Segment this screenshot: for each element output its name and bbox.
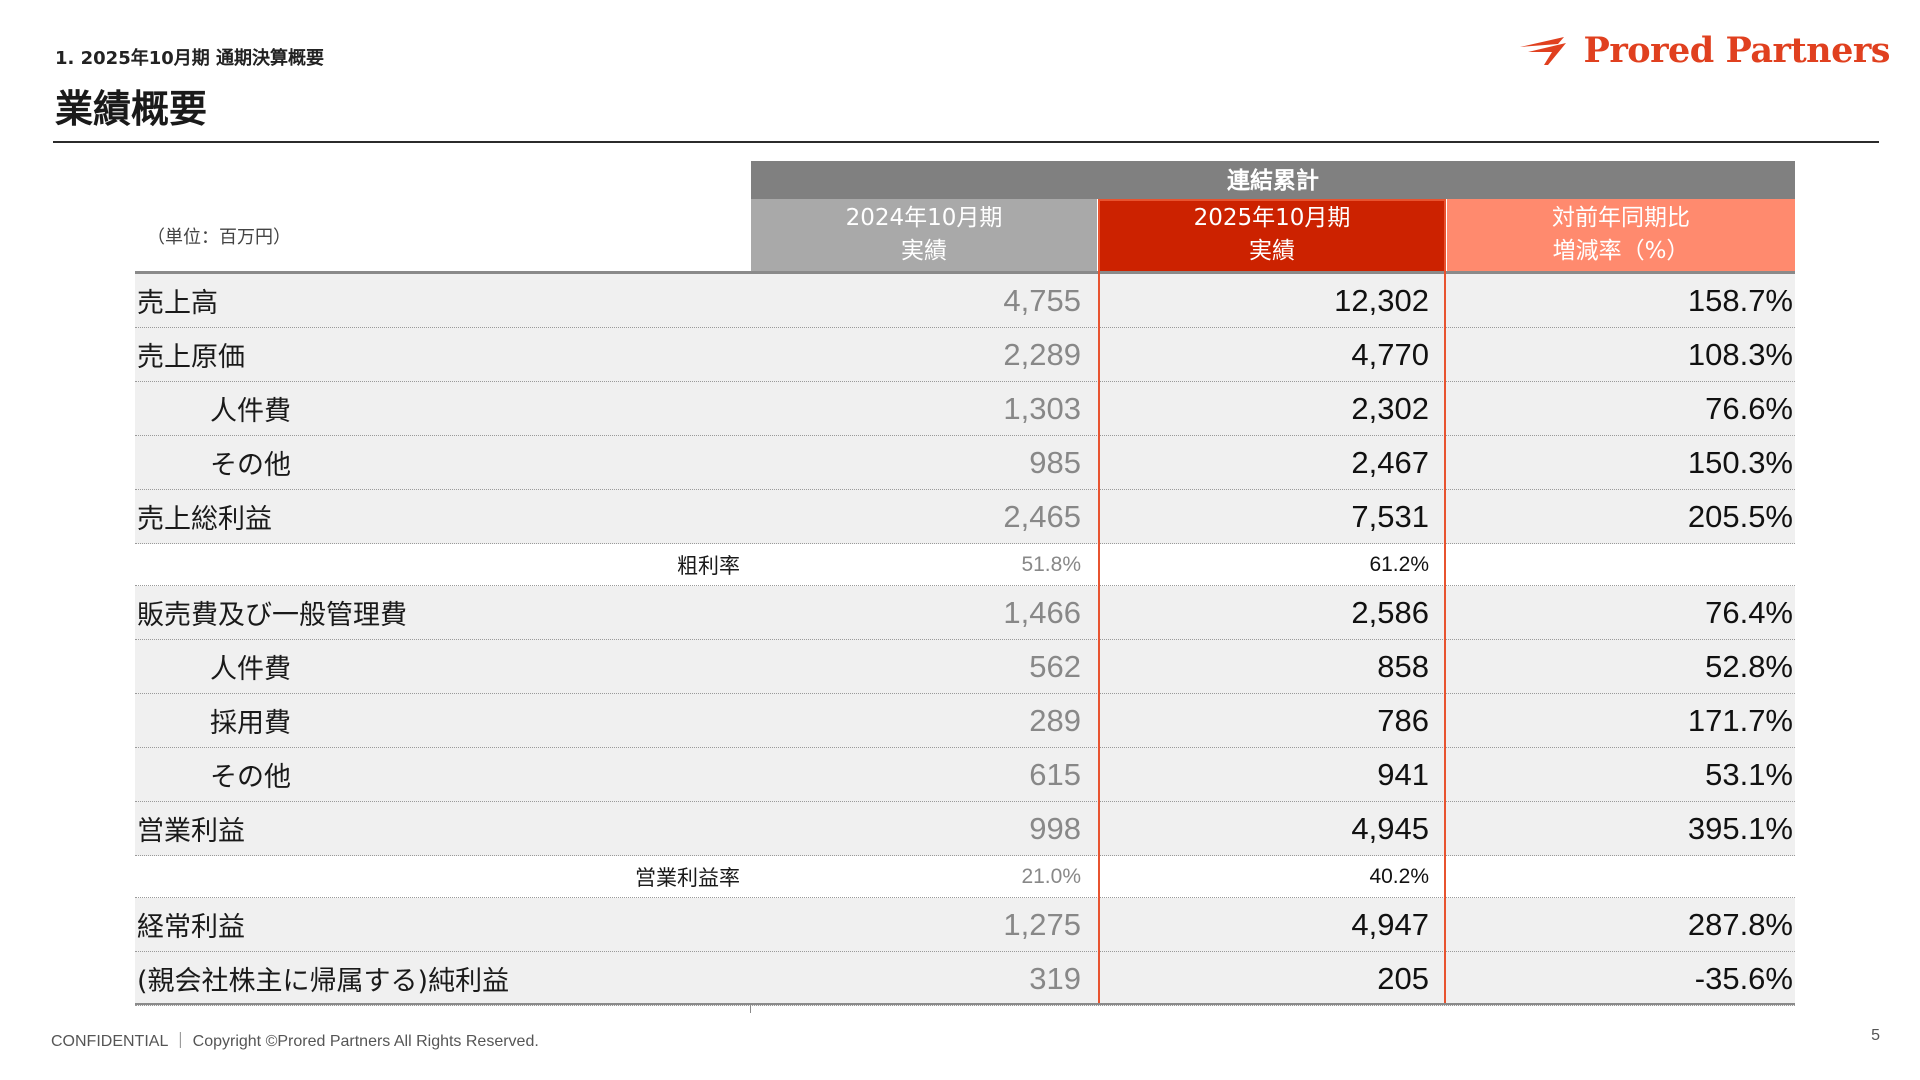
table-row: 人件費 1,303 2,302 76.6% [135, 382, 1795, 436]
row-label: 粗利率 [677, 553, 740, 578]
value-prev: 1,466 [1003, 594, 1081, 630]
group-header: 連結累計 [751, 161, 1795, 199]
row-label: その他 [210, 762, 291, 793]
value-prev: 4,755 [1003, 282, 1081, 318]
value-prev: 1,303 [1003, 390, 1081, 426]
table-row: 売上原価 2,289 4,770 108.3% [135, 328, 1795, 382]
value-current: 12,302 [1334, 282, 1429, 318]
page-number: 5 [1871, 1027, 1880, 1044]
ratio-row: 営業利益率 21.0% 40.2% [135, 856, 1795, 898]
value-current: 7,531 [1351, 498, 1429, 534]
value-yoy: 53.1% [1705, 756, 1793, 792]
value-prev: 562 [1029, 648, 1081, 684]
footer-copyright: CONFIDENTIAL ｜ Copyright ©Prored Partner… [51, 1033, 539, 1050]
value-current: 4,770 [1351, 336, 1429, 372]
value-yoy: 158.7% [1687, 282, 1793, 318]
column-header-yoy: 対前年同期比 増減率（%） [1447, 199, 1795, 271]
value-current: 205 [1377, 960, 1429, 996]
row-label: 売上総利益 [137, 504, 272, 535]
column-header-prev: 2024年10月期 実績 [751, 199, 1097, 271]
value-yoy: -35.6% [1694, 960, 1793, 996]
column-header-line: 2024年10月期 [845, 205, 1003, 231]
table-row: 営業利益 998 4,945 395.1% [135, 802, 1795, 856]
value-current: 4,947 [1351, 906, 1429, 942]
row-label: その他 [210, 450, 291, 481]
value-current: 2,302 [1351, 390, 1429, 426]
row-label: 人件費 [210, 654, 291, 685]
value-current: 4,945 [1351, 810, 1429, 846]
row-label: 経常利益 [137, 912, 245, 943]
logo-mark-icon [1519, 36, 1566, 65]
column-header-line: 実績 [1249, 238, 1295, 264]
table-row: 販売費及び一般管理費 1,466 2,586 76.4% [135, 586, 1795, 640]
value-current: 61.2% [1369, 552, 1429, 576]
table-row: 経常利益 1,275 4,947 287.8% [135, 898, 1795, 952]
value-yoy: 76.4% [1705, 594, 1793, 630]
row-label: 採用費 [210, 708, 291, 739]
row-label: 営業利益率 [635, 865, 740, 890]
value-prev: 1,275 [1003, 906, 1081, 942]
table-bottom-divider [135, 1003, 1795, 1005]
row-label: 売上高 [137, 288, 218, 319]
company-logo: Prored Partners [1518, 30, 1891, 71]
logo-text: Prored Partners [1583, 30, 1891, 71]
value-yoy [1447, 856, 1793, 897]
value-prev: 319 [1029, 960, 1081, 996]
ratio-row: 粗利率 51.8% 61.2% [135, 544, 1795, 586]
table-row: その他 985 2,467 150.3% [135, 436, 1795, 490]
row-label: 人件費 [210, 396, 291, 427]
row-label: 販売費及び一般管理費 [137, 600, 407, 631]
value-prev: 289 [1029, 702, 1081, 738]
table-row: 売上総利益 2,465 7,531 205.5% [135, 490, 1795, 544]
table-tick-mark [750, 1005, 751, 1013]
value-yoy: 171.7% [1687, 702, 1793, 738]
value-current: 786 [1377, 702, 1429, 738]
column-header-line: 実績 [901, 238, 947, 264]
title-divider [53, 141, 1879, 143]
value-prev: 2,289 [1003, 336, 1081, 372]
value-current: 858 [1377, 648, 1429, 684]
table-row: 売上高 4,755 12,302 158.7% [135, 274, 1795, 328]
value-yoy: 150.3% [1687, 444, 1793, 480]
unit-label: （単位：百万円） [147, 227, 291, 248]
value-yoy: 287.8% [1687, 906, 1793, 942]
value-prev: 2,465 [1003, 498, 1081, 534]
column-header-current: 2025年10月期 実績 [1099, 199, 1445, 271]
table-row: その他 615 941 53.1% [135, 748, 1795, 802]
row-label: 営業利益 [137, 816, 245, 847]
row-label: 売上原価 [137, 342, 245, 373]
value-current: 941 [1377, 756, 1429, 792]
value-current: 40.2% [1369, 864, 1429, 888]
header-divider [135, 271, 1795, 274]
page-title: 業績概要 [55, 87, 208, 131]
section-label: 1. 2025年10月期 通期決算概要 [55, 48, 325, 69]
value-yoy: 395.1% [1687, 810, 1793, 846]
value-current: 2,586 [1351, 594, 1429, 630]
column-header-line: 増減率（%） [1552, 238, 1690, 264]
value-current: 2,467 [1351, 444, 1429, 480]
value-yoy: 76.6% [1705, 390, 1793, 426]
table-row: 人件費 562 858 52.8% [135, 640, 1795, 694]
value-yoy [1447, 544, 1793, 585]
value-prev: 615 [1029, 756, 1081, 792]
column-header-line: 対前年同期比 [1552, 205, 1690, 231]
value-prev: 21.0% [1021, 864, 1081, 888]
value-prev: 985 [1029, 444, 1081, 480]
row-label: (親会社株主に帰属する)純利益 [137, 966, 510, 997]
value-yoy: 52.8% [1705, 648, 1793, 684]
value-yoy: 108.3% [1687, 336, 1793, 372]
table-row: (親会社株主に帰属する)純利益 319 205 -35.6% [135, 952, 1795, 1006]
value-prev: 998 [1029, 810, 1081, 846]
table-body: 売上高 4,755 12,302 158.7% 売上原価 2,289 4,770… [135, 274, 1795, 1006]
value-yoy: 205.5% [1687, 498, 1793, 534]
table-row: 採用費 289 786 171.7% [135, 694, 1795, 748]
column-header-line: 2025年10月期 [1193, 205, 1351, 231]
value-prev: 51.8% [1021, 552, 1081, 576]
